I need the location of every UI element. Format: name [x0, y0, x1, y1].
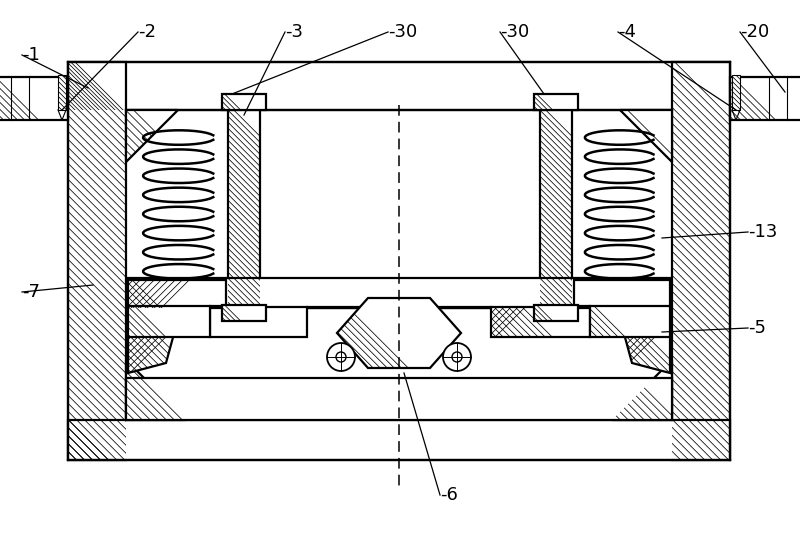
Polygon shape — [128, 306, 210, 337]
Circle shape — [452, 352, 462, 362]
Polygon shape — [534, 94, 578, 110]
Text: -13: -13 — [748, 223, 778, 241]
Text: -30: -30 — [388, 23, 418, 41]
Polygon shape — [0, 77, 68, 120]
Text: -5: -5 — [748, 319, 766, 337]
Polygon shape — [128, 280, 307, 337]
Circle shape — [336, 352, 346, 362]
Polygon shape — [620, 110, 672, 162]
Polygon shape — [672, 62, 730, 460]
Circle shape — [327, 343, 355, 371]
Text: -4: -4 — [618, 23, 636, 41]
Polygon shape — [617, 308, 670, 373]
Polygon shape — [222, 94, 266, 110]
Polygon shape — [128, 278, 670, 308]
Text: -6: -6 — [440, 486, 458, 504]
Polygon shape — [307, 307, 491, 308]
Polygon shape — [730, 77, 800, 120]
Text: -30: -30 — [500, 23, 530, 41]
Polygon shape — [68, 62, 730, 110]
Polygon shape — [68, 62, 126, 460]
Polygon shape — [612, 360, 672, 420]
Polygon shape — [128, 308, 181, 373]
Polygon shape — [126, 110, 178, 162]
Text: -3: -3 — [285, 23, 303, 41]
Text: -2: -2 — [138, 23, 156, 41]
Text: -20: -20 — [740, 23, 770, 41]
Polygon shape — [534, 305, 578, 321]
Circle shape — [443, 343, 471, 371]
Polygon shape — [58, 75, 66, 110]
Polygon shape — [590, 306, 670, 337]
Polygon shape — [126, 110, 672, 420]
Polygon shape — [337, 298, 461, 368]
Polygon shape — [222, 305, 266, 321]
Polygon shape — [126, 378, 672, 420]
Polygon shape — [68, 420, 730, 460]
Polygon shape — [732, 75, 740, 110]
Polygon shape — [228, 110, 260, 305]
Polygon shape — [126, 360, 186, 420]
Polygon shape — [491, 280, 670, 337]
Polygon shape — [540, 110, 572, 305]
Text: -7: -7 — [22, 283, 40, 301]
Text: -1: -1 — [22, 46, 40, 64]
